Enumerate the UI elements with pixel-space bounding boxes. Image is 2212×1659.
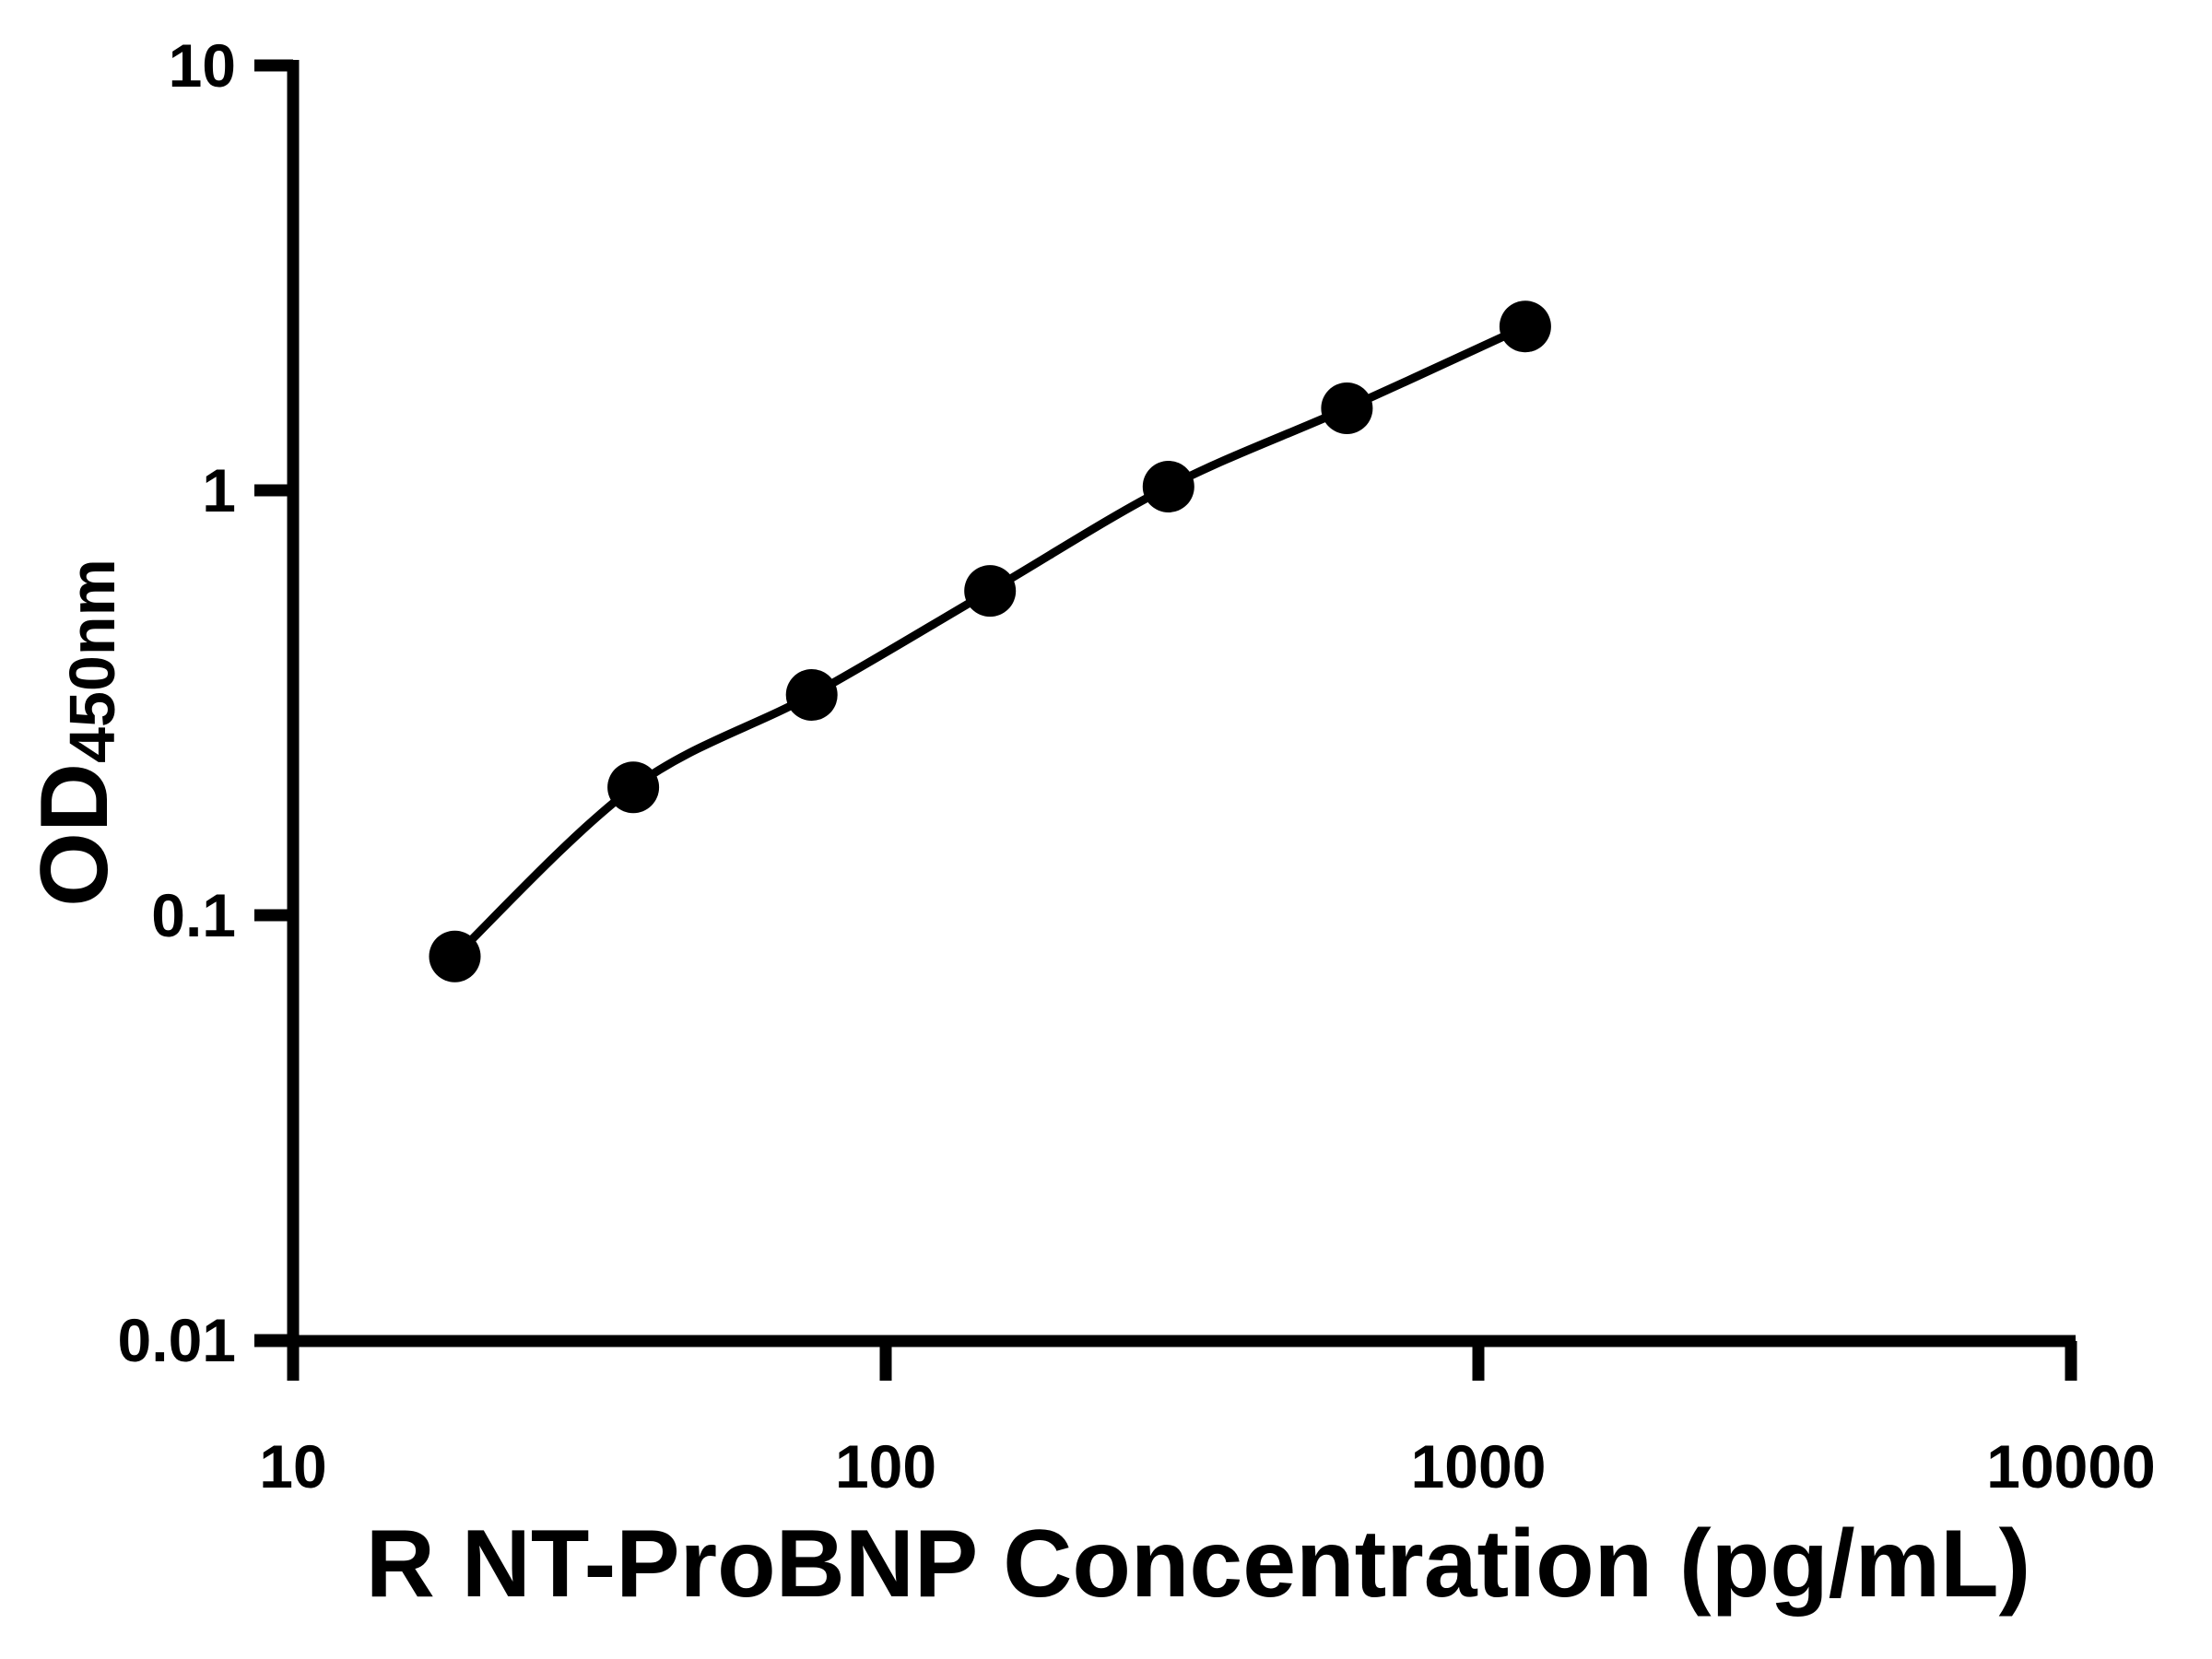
y-tick-label: 0.01 — [118, 1306, 236, 1374]
x-tick-label: 10000 — [1986, 1432, 2156, 1500]
y-axis-title-subscript: 450nm — [56, 559, 128, 763]
data-point-marker — [1142, 461, 1194, 512]
x-tick-label: 10 — [259, 1432, 326, 1500]
y-tick-label: 1 — [202, 456, 236, 524]
y-axis-title-main: OD — [21, 762, 128, 907]
data-point-marker — [964, 565, 1017, 618]
x-tick-label: 100 — [835, 1432, 936, 1500]
y-axis-title: OD450nm — [21, 559, 128, 907]
x-axis-title: R NT-ProBNP Concentration (pg/mL) — [365, 1511, 2031, 1618]
data-point-marker — [429, 930, 481, 982]
y-tick-label: 0.1 — [151, 881, 236, 949]
data-point-marker — [1321, 382, 1373, 434]
data-point-marker — [1499, 300, 1551, 353]
data-point-marker — [607, 761, 660, 814]
y-tick-label: 10 — [169, 31, 236, 100]
data-point-marker — [785, 669, 838, 721]
x-tick-label: 1000 — [1411, 1432, 1547, 1500]
